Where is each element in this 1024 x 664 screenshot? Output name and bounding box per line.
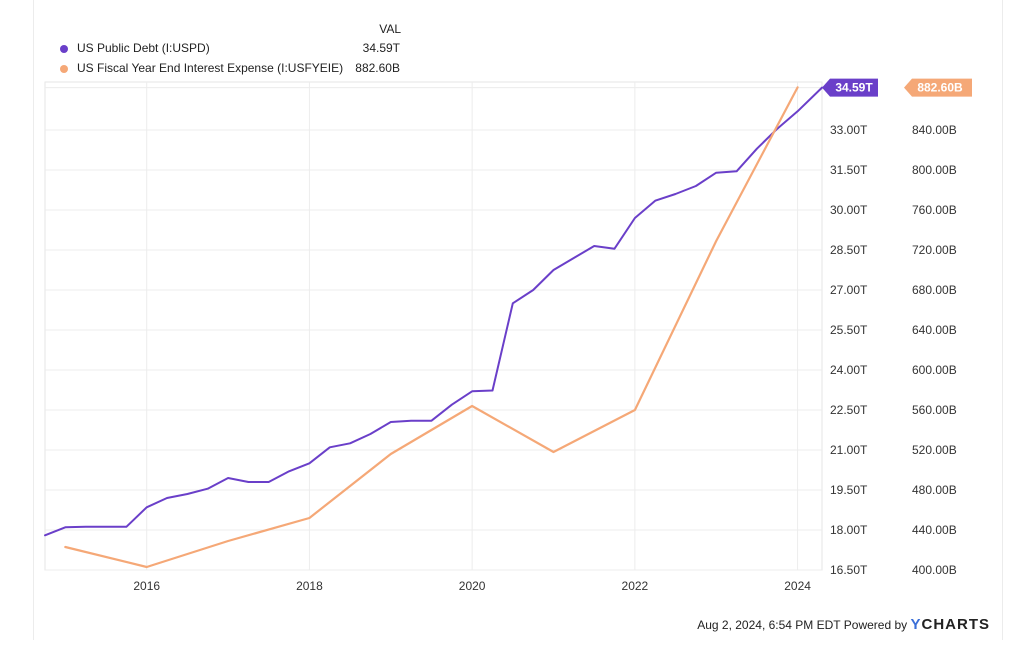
right-axis-tick-label: 480.00B bbox=[912, 483, 957, 497]
right-axis-tick-label: 680.00B bbox=[912, 283, 957, 297]
legend-series-value: 882.60B bbox=[355, 61, 400, 75]
ycharts-logo[interactable]: YCHARTS bbox=[910, 616, 990, 633]
legend-dot-icon bbox=[60, 65, 68, 73]
chart-card bbox=[33, 0, 1003, 640]
left-axis-tick-label: 18.00T bbox=[830, 523, 868, 537]
left-axis-tick-label: 24.00T bbox=[830, 363, 868, 377]
left-axis-tick-label: 30.00T bbox=[830, 203, 868, 217]
last-value-label-interest-expense: 882.60B bbox=[917, 81, 963, 95]
left-axis-tick-label: 25.50T bbox=[830, 323, 868, 337]
left-axis-tick-label: 22.50T bbox=[830, 403, 868, 417]
right-axis-tick-label: 520.00B bbox=[912, 443, 957, 457]
right-axis-tick-label: 440.00B bbox=[912, 523, 957, 537]
series-line-interest-expense bbox=[64, 86, 799, 569]
legend-series-name: US Fiscal Year End Interest Expense (I:U… bbox=[77, 61, 344, 75]
left-axis-tick-label: 31.50T bbox=[830, 163, 868, 177]
footer: Aug 2, 2024, 6:54 PM EDT Powered by YCHA… bbox=[697, 616, 990, 633]
x-axis-tick-label: 2022 bbox=[622, 579, 649, 593]
plot-frame bbox=[44, 81, 823, 571]
left-axis-tick-label: 21.00T bbox=[830, 443, 868, 457]
right-axis-tick-label: 400.00B bbox=[912, 563, 957, 577]
left-axis-tick-label: 28.50T bbox=[830, 243, 868, 257]
left-axis-tick-label: 27.00T bbox=[830, 283, 868, 297]
legend-item-us-public-debt[interactable]: US Public Debt (I:USPD) 34.59T bbox=[60, 40, 400, 58]
right-axis-tick-label: 720.00B bbox=[912, 243, 957, 257]
last-value-flag-us-public-debt bbox=[822, 78, 878, 97]
right-axis-tick-label: 640.00B bbox=[912, 323, 957, 337]
legend-series-name: US Public Debt (I:USPD) bbox=[77, 41, 210, 55]
left-axis-tick-label: 33.00T bbox=[830, 123, 868, 137]
last-value-flag-interest-expense bbox=[904, 78, 972, 97]
series-line-us-public-debt bbox=[44, 86, 823, 537]
legend-dot-icon bbox=[60, 45, 68, 53]
x-axis-tick-label: 2018 bbox=[296, 579, 323, 593]
left-axis-tick-label: 16.50T bbox=[830, 563, 868, 577]
legend-series-value: 34.59T bbox=[362, 41, 400, 55]
legend-value-header: VAL bbox=[379, 22, 401, 36]
x-axis-tick-label: 2016 bbox=[133, 579, 160, 593]
x-axis-tick-label: 2024 bbox=[784, 579, 811, 593]
right-axis-tick-label: 800.00B bbox=[912, 163, 957, 177]
x-axis-tick-label: 2020 bbox=[459, 579, 486, 593]
right-axis-tick-label: 760.00B bbox=[912, 203, 957, 217]
powered-by-label: Powered by bbox=[843, 618, 908, 632]
timestamp: Aug 2, 2024, 6:54 PM EDT bbox=[697, 618, 841, 632]
legend-item-interest-expense[interactable]: US Fiscal Year End Interest Expense (I:U… bbox=[60, 60, 400, 78]
left-axis-tick-label: 19.50T bbox=[830, 483, 868, 497]
right-axis-tick-label: 560.00B bbox=[912, 403, 957, 417]
right-axis-tick-label: 840.00B bbox=[912, 123, 957, 137]
right-axis-tick-label: 600.00B bbox=[912, 363, 957, 377]
last-value-label-us-public-debt: 34.59T bbox=[835, 81, 873, 95]
